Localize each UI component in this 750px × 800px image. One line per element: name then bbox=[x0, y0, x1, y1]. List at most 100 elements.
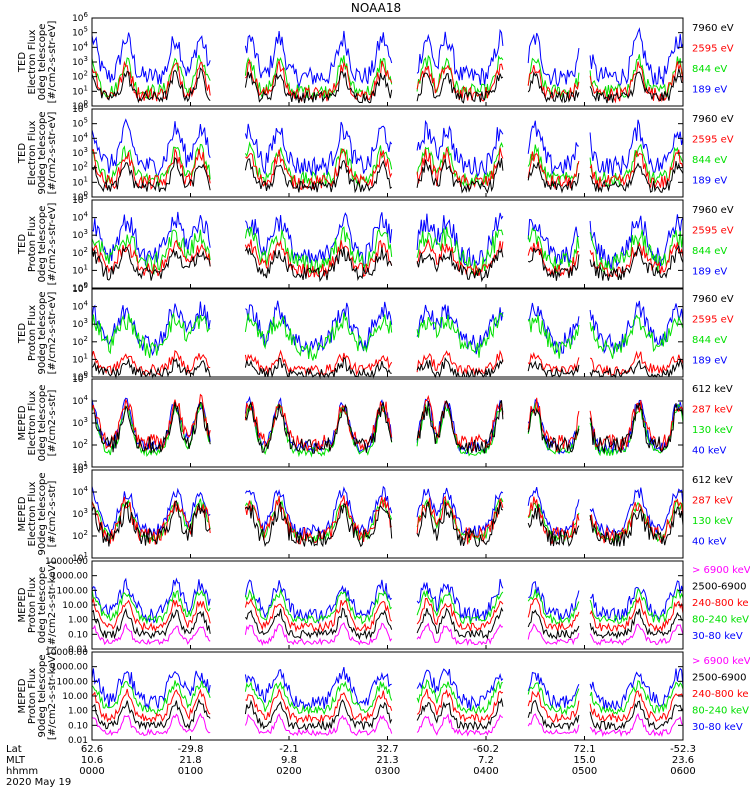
lat-label-4: -60.2 bbox=[473, 744, 499, 755]
legend-4-1: 7960 eV bbox=[692, 294, 734, 305]
y-axis-label-line-5-2: Electron Flux bbox=[27, 390, 38, 455]
series-3-1 bbox=[91, 211, 684, 270]
legend-8-5: 30-80 keV bbox=[692, 722, 743, 733]
series-7-1 bbox=[91, 577, 684, 624]
panel-frame-3 bbox=[91, 199, 684, 289]
legend-1-2: 2595 eV bbox=[692, 44, 734, 55]
y-tick-exp-2-0: 0 bbox=[84, 190, 88, 198]
legend-6-1: 612 keV bbox=[692, 475, 733, 486]
y-tick-label-8-2: 100.00 bbox=[57, 677, 89, 687]
legend-3-4: 189 eV bbox=[692, 267, 727, 278]
y-tick-exp-1-0: 0 bbox=[84, 99, 88, 107]
y-axis-label-line-3-4: [#/cm2-s-str-eV] bbox=[47, 203, 58, 286]
legend-8-3: 240-800 ke bbox=[692, 689, 749, 700]
y-tick-label-7-2: 100.00 bbox=[57, 586, 89, 596]
mlt-label-1: 21.8 bbox=[179, 755, 201, 766]
y-tick-exp-4-1: 1 bbox=[84, 352, 88, 360]
y-tick-exp-2-5: 5 bbox=[84, 117, 88, 125]
legend-7-1: > 6900 keV bbox=[692, 565, 750, 576]
hhmm-label-4: 0400 bbox=[473, 766, 498, 777]
axis-row-label-mlt: MLT bbox=[6, 755, 26, 766]
y-axis-label-line-6-3: 90deg telescope bbox=[37, 472, 48, 555]
y-tick-exp-4-4: 4 bbox=[84, 300, 89, 308]
series-5-3 bbox=[91, 393, 684, 453]
y-axis-label-line-8-4: [#/cm2-s-str-keV] bbox=[47, 652, 58, 740]
y-tick-label-6-3: 103 bbox=[72, 507, 88, 520]
y-tick-label-1-4: 104 bbox=[72, 40, 88, 53]
legend-4-3: 844 eV bbox=[692, 335, 727, 346]
y-tick-exp-2-2: 2 bbox=[84, 161, 88, 169]
y-tick-exp-6-5: 5 bbox=[84, 463, 88, 471]
y-axis-label-line-5-4: [#/cm2-s-str] bbox=[47, 389, 58, 456]
y-tick-label-1-2: 102 bbox=[72, 70, 88, 83]
y-axis-label-line-5-1: MEPED bbox=[17, 405, 28, 440]
axis-row-label-hhmm: hhmm bbox=[6, 766, 38, 777]
y-tick-exp-2-1: 1 bbox=[84, 175, 88, 183]
mlt-label-3: 21.3 bbox=[376, 755, 398, 766]
y-tick-exp-5-2: 2 bbox=[84, 438, 88, 446]
legend-8-2: 2500-6900 bbox=[692, 672, 747, 683]
mlt-label-2: 9.8 bbox=[281, 755, 297, 766]
y-tick-exp-2-3: 3 bbox=[84, 146, 88, 154]
legend-2-4: 189 eV bbox=[692, 176, 727, 187]
legend-2-1: 7960 eV bbox=[692, 114, 734, 125]
y-tick-exp-3-1: 1 bbox=[84, 263, 88, 271]
y-tick-label-5-4: 104 bbox=[72, 394, 88, 407]
series-6-3 bbox=[91, 495, 684, 545]
y-axis-label-line-1-2: Electron Flux bbox=[27, 29, 38, 94]
legend-1-4: 189 eV bbox=[692, 85, 727, 96]
legend-5-4: 40 keV bbox=[692, 446, 726, 457]
legend-7-4: 80-240 keV bbox=[692, 615, 749, 626]
y-tick-exp-3-4: 4 bbox=[84, 211, 89, 219]
y-axis-label-line-8-3: 90deg telescope bbox=[37, 654, 48, 737]
hhmm-label-3: 0300 bbox=[375, 766, 400, 777]
legend-4-2: 2595 eV bbox=[692, 315, 734, 326]
panel-frame-4 bbox=[91, 288, 684, 378]
y-tick-label-2-5: 105 bbox=[72, 117, 88, 130]
y-axis-label-5: MEPEDElectron Flux0deg telescope[#/cm2-s… bbox=[17, 385, 58, 462]
mlt-label-0: 10.6 bbox=[81, 755, 103, 766]
y-axis-label-line-7-2: Proton Flux bbox=[27, 577, 38, 633]
y-tick-label-7-4: 10000.00 bbox=[45, 557, 88, 567]
y-axis-label-line-3-2: Proton Flux bbox=[27, 216, 38, 272]
y-axis-label-line-7-1: MEPED bbox=[17, 587, 28, 622]
y-tick-label-7--1: 0.10 bbox=[68, 630, 88, 640]
y-tick-exp-4-0: 0 bbox=[84, 370, 88, 378]
lat-label-1: -29.8 bbox=[178, 744, 204, 755]
y-tick-exp-2-4: 4 bbox=[84, 131, 89, 139]
y-axis-label-line-1-3: 0deg telescope bbox=[37, 24, 48, 101]
y-tick-exp-4-3: 3 bbox=[84, 317, 88, 325]
series-8-5 bbox=[91, 712, 684, 738]
y-tick-exp-1-1: 1 bbox=[84, 84, 88, 92]
series-8-1 bbox=[91, 666, 684, 711]
y-tick-label-1-5: 105 bbox=[72, 26, 88, 39]
legend-1-3: 844 eV bbox=[692, 64, 727, 75]
y-tick-exp-1-2: 2 bbox=[84, 70, 88, 78]
hhmm-label-6: 0600 bbox=[670, 766, 695, 777]
y-tick-label-6-2: 102 bbox=[72, 529, 88, 542]
y-tick-label-3-4: 104 bbox=[72, 211, 88, 224]
y-tick-label-4-2: 102 bbox=[72, 335, 88, 348]
y-axis-label-line-6-2: Electron Flux bbox=[27, 481, 38, 546]
lat-label-6: -52.3 bbox=[670, 744, 696, 755]
legend-8-4: 80-240 keV bbox=[692, 706, 749, 717]
y-tick-exp-5-5: 5 bbox=[84, 372, 88, 380]
panel-7: 0.010.101.0010.00100.001000.0010000.00ME… bbox=[17, 557, 750, 655]
legend-5-2: 287 keV bbox=[692, 405, 733, 416]
y-tick-label-7--2: 0.01 bbox=[68, 645, 88, 655]
y-axis-label-line-6-1: MEPED bbox=[17, 496, 28, 531]
y-tick-label-7-1: 10.00 bbox=[62, 601, 88, 611]
date-label: 2020 May 19 bbox=[6, 777, 71, 788]
series-8-4 bbox=[91, 697, 684, 732]
y-axis-label-line-4-2: Proton Flux bbox=[27, 305, 38, 361]
y-tick-exp-6-1: 1 bbox=[84, 551, 88, 559]
series-5-1 bbox=[91, 395, 684, 455]
y-axis-label-line-5-3: 0deg telescope bbox=[37, 385, 48, 462]
y-tick-exp-1-5: 5 bbox=[84, 26, 88, 34]
legend-6-2: 287 keV bbox=[692, 496, 733, 507]
y-axis-label-line-8-1: MEPED bbox=[17, 678, 28, 713]
